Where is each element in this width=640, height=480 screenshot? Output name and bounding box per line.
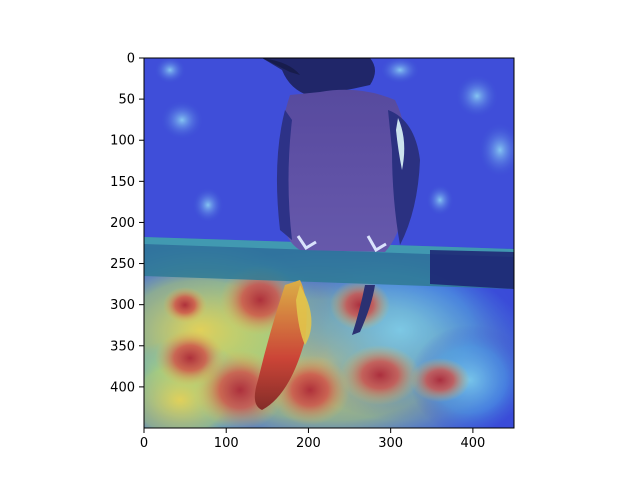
x-tick-label: 400	[460, 436, 485, 451]
y-axis: 0 50 100 150 200 250 300 350 400	[110, 52, 144, 395]
y-tick-label: 150	[110, 175, 135, 190]
x-tick-label: 200	[296, 436, 321, 451]
cool-spots	[154, 58, 514, 223]
y-tick-label: 200	[110, 216, 135, 231]
y-tick-label: 250	[110, 257, 135, 272]
y-tick-label: 350	[110, 339, 135, 354]
y-tick-label: 100	[110, 134, 135, 149]
y-tick-label: 0	[127, 52, 135, 67]
bird	[254, 58, 420, 410]
y-tick-label: 50	[118, 93, 135, 108]
x-tick-label: 0	[140, 436, 148, 451]
plot-frame	[143, 57, 515, 429]
x-axis: 0 100 200 300 400	[140, 428, 485, 451]
y-tick-label: 300	[110, 298, 135, 313]
x-tick-label: 300	[378, 436, 403, 451]
x-tick-label: 100	[214, 436, 239, 451]
heatmap-image	[144, 58, 514, 428]
y-tick-label: 400	[110, 380, 135, 395]
